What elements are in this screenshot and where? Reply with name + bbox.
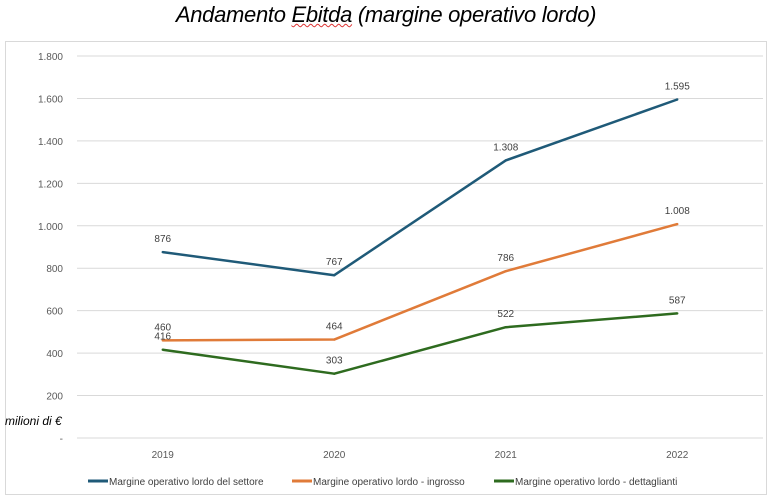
data-label: 303 [326,356,343,367]
data-point [676,98,679,101]
data-label: 1.308 [493,142,518,153]
y-tick-label: 400 [46,349,63,360]
y-tick-label: 1.200 [38,179,63,190]
data-point [161,339,164,342]
data-point [504,159,507,162]
series-line-1 [162,98,678,277]
data-point [333,372,336,375]
data-label: 1.008 [665,206,690,217]
data-label: 460 [154,322,171,333]
y-tick-label: 1.000 [38,222,63,233]
data-point [333,274,336,277]
y-axis-label: milioni di € [5,414,62,428]
legend-label: Margine operativo lordo - ingrosso [313,477,465,488]
data-label: 1.595 [665,82,690,93]
data-label: 876 [154,234,171,245]
data-label: 416 [154,332,171,343]
x-tick-label: 2019 [152,450,175,461]
data-label: 522 [497,309,514,320]
data-point [161,348,164,351]
data-label: 767 [326,257,343,268]
data-point [504,326,507,329]
y-tick-label: 800 [46,264,63,275]
data-point [504,269,507,273]
data-label: 587 [669,295,686,306]
data-point [676,312,679,315]
x-tick-label: 2022 [666,450,689,461]
series-line-3 [162,312,678,375]
legend-label: Margine operativo lordo - dettaglianti [515,477,677,488]
data-label: 464 [326,322,343,333]
chart-frame [5,41,767,495]
title-part-underlined: Ebitda [291,2,353,27]
series-line-2 [162,222,678,342]
data-label: 786 [497,253,514,264]
y-tick-label: 600 [46,307,63,318]
y-tick-label: - [60,434,63,445]
title-part: Andamento [175,2,292,27]
data-point [676,222,679,226]
data-point [161,250,164,254]
x-tick-label: 2020 [323,450,346,461]
title-part: (margine operativo lordo) [352,2,597,27]
y-tick-label: 1.800 [38,52,63,63]
x-tick-label: 2021 [495,450,518,461]
y-tick-label: 1.400 [38,137,63,148]
y-tick-label: 1.600 [38,94,63,105]
y-tick-label: 200 [46,392,63,403]
data-point [333,338,336,341]
legend-label: Margine operativo lordo del settore [109,477,264,488]
chart-title: Andamento Ebitda (margine operativo lord… [0,2,772,28]
